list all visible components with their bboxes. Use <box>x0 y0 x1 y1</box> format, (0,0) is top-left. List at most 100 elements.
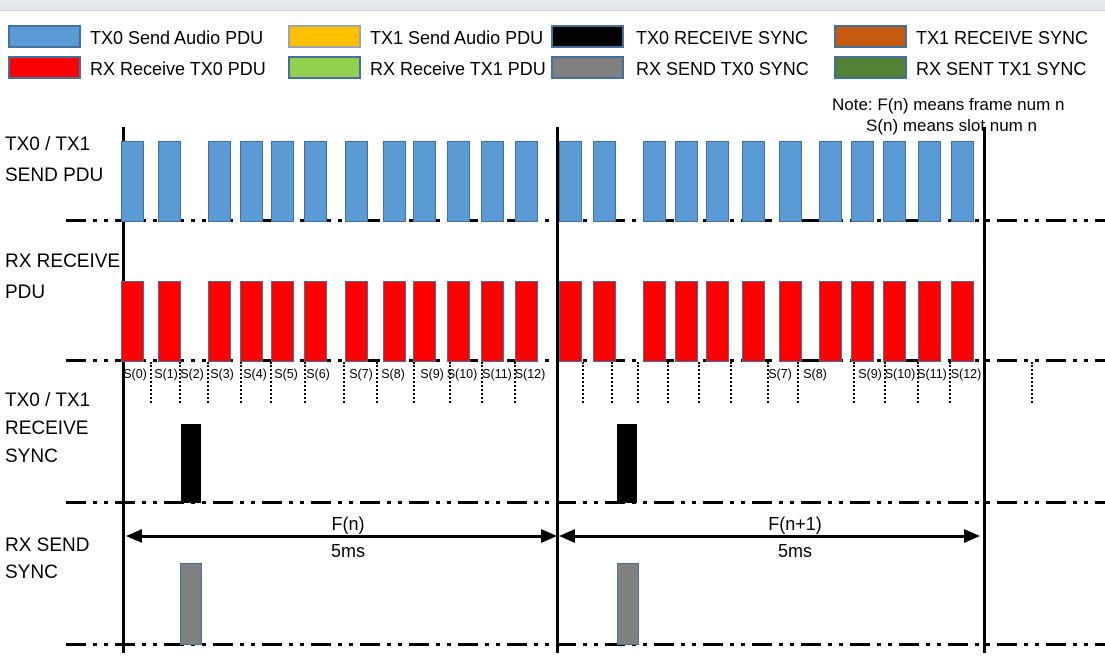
slot-separator-line <box>730 362 732 403</box>
rx-send-sync-bar <box>617 563 639 645</box>
rx-receive-pdu-bar <box>413 281 436 362</box>
frame-label: F(n) <box>331 514 365 534</box>
slot-label: S(5) <box>274 367 298 381</box>
tx-send-pdu-bar <box>951 141 974 222</box>
rx-receive-pdu-bar <box>918 281 941 362</box>
tx-send-pdu-bar <box>819 141 842 222</box>
rx-receive-pdu-bar <box>951 281 974 362</box>
slot-separator-line <box>270 362 272 403</box>
rx-receive-pdu-bar <box>851 281 874 362</box>
timeline-baseline <box>66 359 1105 362</box>
slot-label: S(12) <box>514 367 546 381</box>
window-top-strip <box>0 0 1105 11</box>
slot-separator-line <box>376 362 378 403</box>
slot-label: S(6) <box>306 367 330 381</box>
slot-label: S(7) <box>349 367 373 381</box>
frame-duration-arrow <box>571 535 968 538</box>
rx-receive-pdu-bar <box>208 281 231 362</box>
tx-send-pdu-bar <box>304 141 327 222</box>
frame-label: F(n+1) <box>768 514 822 534</box>
row-label-tx-receive-sync: TX0 / TX1 RECEIVE SYNC <box>5 390 91 467</box>
row-label-rx-send-sync: RX SEND SYNC <box>5 535 90 583</box>
slot-label: S(11) <box>917 367 947 381</box>
slot-label: S(3) <box>210 367 234 381</box>
frame-duration: 5ms <box>330 541 366 561</box>
slot-label: S(9) <box>858 367 882 381</box>
tx-send-pdu-bar <box>271 141 294 222</box>
slot-label: S(8) <box>803 367 827 381</box>
tx-send-pdu-bar <box>447 141 470 222</box>
slot-label: S(10) <box>884 367 916 381</box>
rx-receive-pdu-bar <box>706 281 729 362</box>
slot-separator-line <box>949 362 951 403</box>
tx-send-pdu-bar <box>918 141 941 222</box>
slot-label: S(9) <box>420 367 444 381</box>
rx-receive-pdu-bar <box>675 281 698 362</box>
rx-receive-pdu-bar <box>742 281 765 362</box>
slot-separator-line <box>667 362 669 403</box>
timeline-baseline <box>66 643 1105 646</box>
slot-label: S(8) <box>381 367 405 381</box>
rx-send-sync-bar <box>180 563 202 645</box>
legend-label-tx0-receive-sync: TX0 RECEIVE SYNC <box>636 28 809 48</box>
tx-receive-sync-bar <box>181 424 201 503</box>
tx-send-pdu-bar <box>675 141 698 222</box>
rx-receive-pdu-bar <box>593 281 616 362</box>
tx-send-pdu-bar <box>851 141 874 222</box>
arrowhead-right-icon <box>964 529 980 543</box>
legend-swatch-rx-receive-tx0-pdu <box>8 56 81 79</box>
slot-separator-line <box>150 362 152 403</box>
rx-receive-pdu-bar <box>121 281 144 362</box>
rx-receive-pdu-bar <box>515 281 538 362</box>
slot-separator-line <box>343 362 345 403</box>
slot-label: S(2) <box>180 367 204 381</box>
tx-send-pdu-bar <box>383 141 406 222</box>
slot-label: S(12) <box>950 367 982 381</box>
legend-swatch-rx-sent-tx1-sync <box>834 56 907 79</box>
rx-receive-pdu-bar <box>304 281 327 362</box>
legend-swatch-rx-receive-tx1-pdu <box>288 56 361 79</box>
timeline-baseline <box>66 219 1105 222</box>
rx-receive-pdu-bar <box>643 281 666 362</box>
tx-send-pdu-bar <box>240 141 263 222</box>
tx-send-pdu-bar <box>643 141 666 222</box>
rx-receive-pdu-bar <box>883 281 906 362</box>
frame-boundary-line <box>983 127 986 653</box>
slot-separator-line <box>698 362 700 403</box>
rx-receive-pdu-bar <box>345 281 368 362</box>
slot-separator-line <box>1031 362 1033 403</box>
tx-send-pdu-bar <box>706 141 729 222</box>
tx-send-pdu-bar <box>593 141 616 222</box>
slot-separator-line <box>514 362 516 403</box>
rx-receive-pdu-bar <box>481 281 504 362</box>
note-frame-num: Note: F(n) means frame num n <box>832 95 1065 114</box>
rx-receive-pdu-bar <box>383 281 406 362</box>
frame-duration: 5ms <box>777 541 813 561</box>
tx-send-pdu-bar <box>345 141 368 222</box>
slot-label: S(0) <box>123 367 147 381</box>
tx-receive-sync-bar <box>617 424 637 503</box>
rx-receive-pdu-bar <box>447 281 470 362</box>
tx-send-pdu-bar <box>883 141 906 222</box>
note-slot-num: S(n) means slot num n <box>866 116 1038 135</box>
tx-send-pdu-bar <box>742 141 765 222</box>
legend-swatch-tx0-send-audio-pdu <box>8 25 81 48</box>
legend-swatch-tx1-receive-sync <box>834 25 907 48</box>
row-label-tx-send-pdu: TX0 / TX1 SEND PDU <box>5 134 104 186</box>
slot-label: S(4) <box>243 367 267 381</box>
tx-send-pdu-bar <box>481 141 504 222</box>
rx-receive-pdu-bar <box>240 281 263 362</box>
slot-separator-line <box>797 362 799 403</box>
tx-send-pdu-bar <box>158 141 181 222</box>
timeline-baseline <box>66 501 1105 504</box>
frame-boundary-line <box>556 127 559 653</box>
legend-swatch-tx1-send-audio-pdu <box>288 25 361 48</box>
slot-separator-line <box>611 362 613 403</box>
slot-separator-line <box>853 362 855 403</box>
arrowhead-right-icon <box>541 529 557 543</box>
slot-separator-line <box>207 362 209 403</box>
tx-send-pdu-bar <box>208 141 231 222</box>
slot-separator-line <box>304 362 306 403</box>
frame-boundary-line <box>122 127 125 653</box>
